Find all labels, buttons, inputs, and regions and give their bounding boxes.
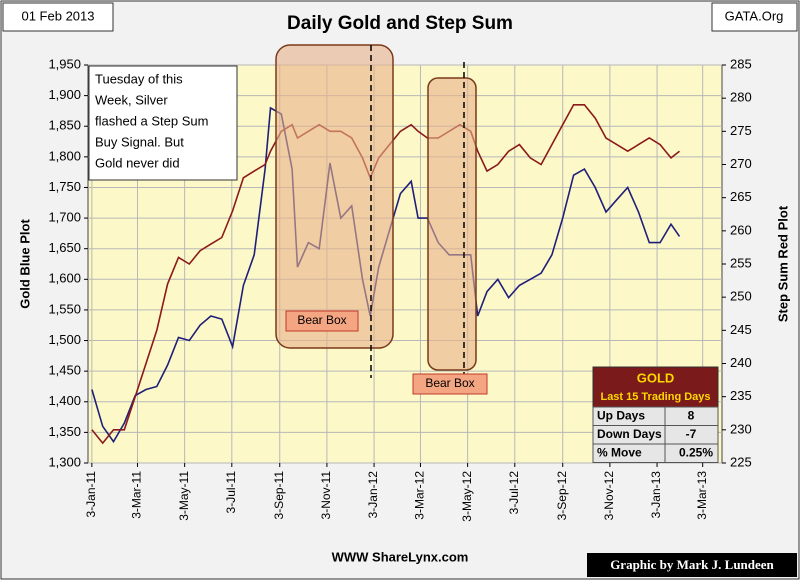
stats-table: GOLD Last 15 Trading Days Up Days 8 Down Day… bbox=[592, 366, 719, 463]
x-tick-label: 3-Mar-11 bbox=[130, 471, 144, 519]
x-tick-label: 3-Sep-11 bbox=[272, 471, 286, 520]
credit-box bbox=[587, 553, 797, 577]
y2-tick-label: 240 bbox=[730, 355, 752, 370]
y-tick-label: 1,500 bbox=[48, 332, 81, 347]
y2-tick-label: 275 bbox=[730, 123, 752, 138]
y-tick-label: 1,850 bbox=[48, 118, 81, 133]
y-tick-label: 1,450 bbox=[48, 363, 81, 378]
stats-value: 0.25% bbox=[679, 446, 713, 460]
y-tick-label: 1,950 bbox=[48, 56, 81, 71]
note-line: Buy Signal. But bbox=[95, 134, 184, 149]
x-tick-label: 3-Jan-13 bbox=[649, 471, 663, 519]
credit: Graphic by Mark J. Lundeen bbox=[610, 557, 774, 572]
note-line: Gold never did bbox=[95, 155, 180, 170]
y2-tick-label: 270 bbox=[730, 156, 752, 171]
y2-tick-label: 255 bbox=[730, 255, 752, 270]
y2-tick-label: 245 bbox=[730, 322, 752, 337]
stats-title: GOLD bbox=[637, 370, 675, 385]
y-axis-label: Gold Blue Plot bbox=[17, 219, 32, 309]
marks: 1,300 1,350 1,400 1,450 1,500 1,550 1,600 1,650… bbox=[48, 56, 751, 521]
y-tick-label: 1,350 bbox=[48, 424, 81, 439]
y-tick-label: 1,400 bbox=[48, 393, 81, 408]
source-label: GATA.Org bbox=[725, 8, 784, 23]
date-label: 01 Feb 2013 bbox=[21, 8, 94, 23]
y-tick-label: 1,750 bbox=[48, 179, 81, 194]
note-box bbox=[88, 65, 238, 181]
y-tick-label: 1,700 bbox=[48, 210, 81, 225]
stats-label: Up Days bbox=[597, 409, 645, 423]
bear-box-tag bbox=[285, 310, 359, 332]
date-box bbox=[2, 2, 114, 32]
bear-box-label: Bear Box bbox=[425, 376, 474, 390]
stats-label: % Move bbox=[597, 446, 642, 460]
bear-box-area bbox=[427, 77, 477, 371]
stats-value: 8 bbox=[688, 409, 695, 423]
y-tick-label: 1,900 bbox=[48, 87, 81, 102]
stats-label: Down Days bbox=[597, 427, 662, 441]
y2-tick-label: 285 bbox=[730, 56, 752, 71]
chart-title: Daily Gold and Step Sum bbox=[287, 13, 513, 34]
stats-subtitle: Last 15 Trading Days bbox=[600, 391, 710, 403]
y2-tick-label: 235 bbox=[730, 388, 752, 403]
y-tick-label: 1,550 bbox=[48, 301, 81, 316]
y2-tick-label: 225 bbox=[730, 454, 752, 469]
stats-value: -7 bbox=[686, 427, 697, 441]
stats-header bbox=[592, 366, 719, 408]
source-box bbox=[711, 2, 798, 32]
x-tick-label: 3-Nov-12 bbox=[602, 471, 616, 521]
y2-tick-label: 280 bbox=[730, 90, 752, 105]
x-tick-label: 3-Mar-13 bbox=[695, 471, 709, 520]
y2-tick-label: 230 bbox=[730, 421, 752, 436]
footer: WWW ShareLynx.com bbox=[332, 549, 469, 564]
stats-row bbox=[592, 443, 719, 463]
y2-tick-label: 250 bbox=[730, 289, 752, 304]
x-tick-label: 3-May-11 bbox=[177, 471, 191, 521]
x-tick-label: 3-May-12 bbox=[460, 471, 474, 522]
bear-box-area bbox=[275, 44, 394, 349]
y-tick-label: 1,800 bbox=[48, 148, 81, 163]
x-tick-label: 3-Jan-11 bbox=[84, 471, 98, 518]
y2-axis-label: Step Sum Red Plot bbox=[775, 205, 790, 322]
y-tick-label: 1,650 bbox=[48, 240, 81, 255]
y2-tick-label: 260 bbox=[730, 222, 752, 237]
y-tick-label: 1,300 bbox=[48, 454, 81, 469]
x-tick-label: 3-Jul-12 bbox=[507, 471, 521, 515]
y-tick-label: 1,600 bbox=[48, 271, 81, 286]
note-line: flashed a Step Sum bbox=[95, 113, 208, 128]
bear-box-tag bbox=[412, 373, 488, 395]
y2-tick-label: 265 bbox=[730, 189, 752, 204]
bear-box-label: Bear Box bbox=[297, 313, 346, 327]
x-tick-label: 3-Nov-11 bbox=[319, 471, 333, 520]
note-line: Tuesday of this bbox=[95, 71, 183, 86]
note-line: Week, Silver bbox=[95, 92, 168, 107]
x-tick-label: 3-Mar-12 bbox=[413, 471, 427, 520]
x-tick-label: 3-Jul-11 bbox=[224, 471, 238, 514]
note: Tuesday of this Week, Silver flashed a Ste… bbox=[95, 71, 208, 170]
x-tick-label: 3-Jan-12 bbox=[366, 471, 380, 519]
x-tick-label: 3-Sep-12 bbox=[555, 471, 569, 521]
